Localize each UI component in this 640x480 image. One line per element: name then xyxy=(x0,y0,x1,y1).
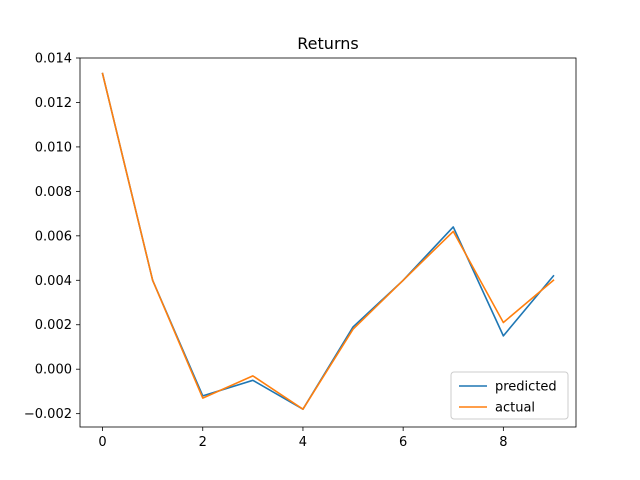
y-tick-label: 0.006 xyxy=(35,229,72,244)
chart-title: Returns xyxy=(297,34,358,53)
x-tick-label: 8 xyxy=(499,435,507,450)
axes-frame xyxy=(79,57,577,428)
y-tick-label: 0.000 xyxy=(35,363,72,378)
series-line-actual xyxy=(101,72,555,411)
x-tick-label: 0 xyxy=(98,435,106,450)
legend: predicted actual xyxy=(450,371,569,420)
axes: 0 2 4 6 8 −0.002 0.000 0.002 0.004 0.006 0.008 0.01… xyxy=(24,52,577,450)
x-tick-label: 6 xyxy=(399,435,407,450)
plot-area xyxy=(101,72,555,411)
y-tick-label: 0.008 xyxy=(35,185,72,200)
x-tick-label: 2 xyxy=(199,435,207,450)
x-tick-label: 4 xyxy=(299,435,307,450)
y-tick-label: 0.002 xyxy=(35,318,72,333)
y-tick-label: 0.012 xyxy=(35,96,72,111)
y-tick-label: 0.010 xyxy=(35,140,72,155)
y-tick-label: 0.014 xyxy=(35,52,72,67)
y-tick-label: −0.002 xyxy=(24,407,72,422)
legend-label-predicted: predicted xyxy=(495,380,557,395)
legend-label-actual: actual xyxy=(495,401,535,416)
y-tick-label: 0.004 xyxy=(35,274,72,289)
